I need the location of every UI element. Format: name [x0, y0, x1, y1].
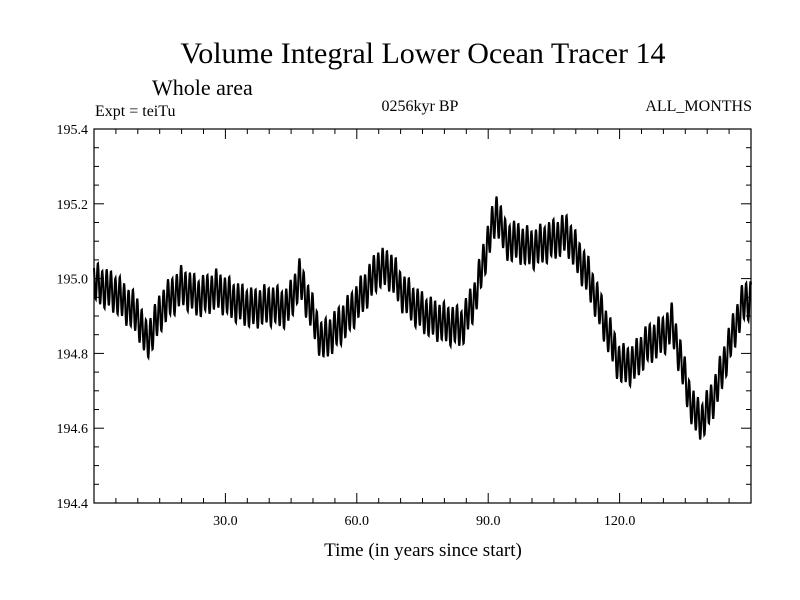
y-tick-label: 195.2 [57, 198, 89, 213]
x-axis: 30.0 60.0 90.0 120.0 [93, 129, 752, 529]
y-tick-label: 194.4 [57, 497, 89, 512]
y-tick-label: 194.8 [57, 347, 89, 362]
chart-subtitle: Whole area [152, 75, 253, 100]
series-line [93, 196, 752, 440]
y-tick-label: 195.4 [57, 123, 89, 138]
y-tick-label: 195.0 [57, 273, 89, 288]
y-axis: 194.4 194.6 194.8 195.0 195.2 195.4 [57, 123, 751, 512]
x-tick-label: 30.0 [213, 514, 238, 529]
x-tick-label: 90.0 [476, 514, 501, 529]
y-tick-label: 194.6 [57, 422, 89, 437]
annotation-expt: Expt = teiTu [95, 103, 175, 120]
x-tick-label: 60.0 [345, 514, 370, 529]
annotation-months: ALL_MONTHS [645, 98, 752, 115]
chart-title: Volume Integral Lower Ocean Tracer 14 [180, 37, 665, 70]
annotation-period: 0256kyr BP [382, 98, 459, 115]
x-tick-label: 120.0 [604, 514, 636, 529]
plot-frame [93, 128, 752, 504]
x-axis-label: Time (in years since start) [324, 540, 522, 561]
